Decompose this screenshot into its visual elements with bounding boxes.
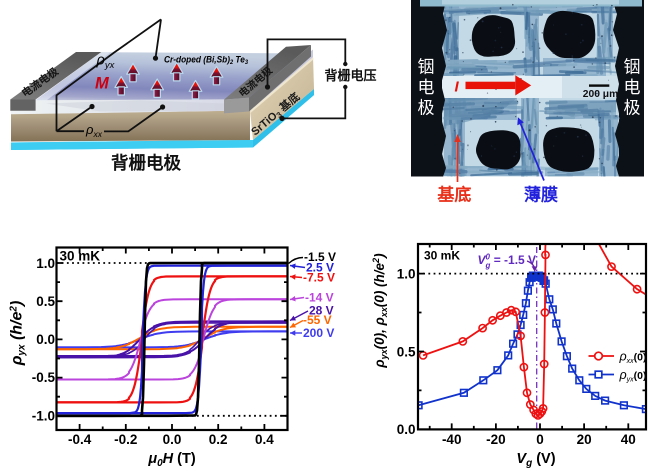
svg-text:-20: -20 [486, 432, 506, 447]
svg-text:0.0: 0.0 [163, 432, 182, 447]
svg-text:M: M [95, 75, 110, 93]
svg-text:-0.4: -0.4 [68, 432, 92, 447]
svg-text:30 mK: 30 mK [60, 249, 101, 264]
svg-text:Cr-doped (Bi,Sb)2 Te3: Cr-doped (Bi,Sb)2 Te3 [164, 55, 248, 67]
svg-text:0.4: 0.4 [255, 432, 274, 447]
svg-text:28 V: 28 V [309, 304, 334, 318]
svg-text:0.0: 0.0 [36, 332, 55, 347]
svg-text:1.0: 1.0 [36, 256, 55, 271]
svg-text:-55 V: -55 V [303, 313, 332, 327]
svg-text:30 mK: 30 mK [424, 249, 460, 263]
svg-text:极: 极 [624, 99, 641, 118]
svg-text:背栅电极: 背栅电极 [111, 153, 181, 173]
svg-text:μ0H (T): μ0H (T) [147, 451, 196, 469]
svg-text:I: I [455, 79, 460, 96]
svg-text:极: 极 [418, 99, 435, 118]
svg-text:0.5: 0.5 [36, 294, 55, 309]
svg-text:-40: -40 [442, 432, 462, 447]
svg-text:-1.5 V: -1.5 V [304, 250, 336, 264]
svg-text:-0.5: -0.5 [32, 370, 56, 385]
svg-text:200 V: 200 V [303, 326, 334, 340]
svg-text:20: 20 [577, 432, 592, 447]
svg-text:V0g = -1.5 V: V0 g = -1.5 V [478, 253, 537, 271]
svg-text:基底: 基底 [436, 185, 471, 205]
svg-text:2.5 V: 2.5 V [306, 261, 334, 275]
svg-text:0.5: 0.5 [397, 344, 416, 359]
svg-text:背栅电压: 背栅电压 [325, 68, 377, 83]
svg-text:-0.2: -0.2 [114, 432, 137, 447]
svg-text:薄膜: 薄膜 [524, 185, 558, 205]
svg-text:电: 电 [418, 78, 435, 97]
svg-text:ρyx(0), ρxx(0) (h/e2): ρyx(0), ρxx(0) (h/e2) [371, 253, 389, 369]
svg-text:电: 电 [624, 78, 641, 97]
svg-text:ρyx(0): ρyx(0) [619, 368, 647, 384]
svg-text:-14 V: -14 V [305, 291, 334, 305]
svg-text:-1.0: -1.0 [32, 409, 55, 424]
svg-text:0: 0 [536, 432, 544, 447]
svg-text:40: 40 [621, 432, 636, 447]
svg-text:铟: 铟 [418, 58, 435, 77]
svg-text:-7.5 V: -7.5 V [303, 271, 335, 285]
svg-text:1.0: 1.0 [397, 266, 416, 281]
svg-text:0.0: 0.0 [397, 422, 416, 437]
svg-text:0.2: 0.2 [209, 432, 228, 447]
svg-text:200 μm: 200 μm [583, 89, 619, 100]
svg-text:ρxx(0): ρxx(0) [619, 350, 647, 366]
svg-text:铟: 铟 [624, 58, 641, 77]
svg-text:Vg (V): Vg (V) [516, 451, 555, 469]
